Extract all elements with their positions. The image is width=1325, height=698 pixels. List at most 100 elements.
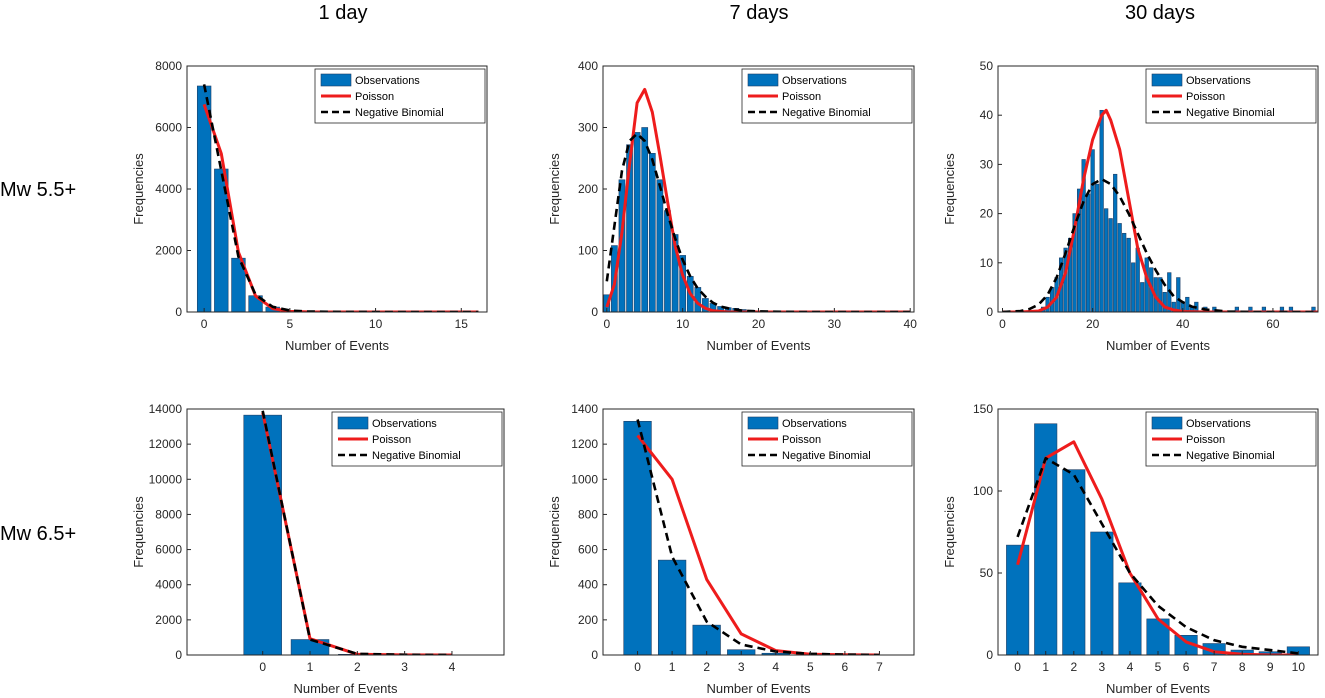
axes-frame xyxy=(997,65,1319,313)
legend-label: Negative Binomial xyxy=(782,450,871,462)
bar xyxy=(1126,237,1131,312)
x-tick-label: 3 xyxy=(1099,660,1106,674)
x-tick-label: 8 xyxy=(1239,660,1246,674)
bar xyxy=(664,210,671,312)
y-tick-label: 2000 xyxy=(155,613,182,627)
y-tick-label: 150 xyxy=(973,402,993,416)
x-tick-label: 0 xyxy=(259,660,266,674)
legend: Observations Poisson Negative Binomial xyxy=(314,68,486,124)
x-tick-label: 5 xyxy=(1155,660,1162,674)
y-tick-label: 4000 xyxy=(155,182,182,196)
y-axis-label: Frequencies xyxy=(942,153,957,225)
legend-label: Negative Binomial xyxy=(782,107,871,119)
y-tick-label: 600 xyxy=(578,543,598,557)
y-tick-label: 50 xyxy=(980,59,994,73)
x-tick-label: 10 xyxy=(676,317,690,331)
x-tick-label: 2 xyxy=(1070,660,1077,674)
y-tick-label: 200 xyxy=(578,613,598,627)
x-tick-label: 30 xyxy=(828,317,842,331)
column-title-7-days: 7 days xyxy=(730,2,789,24)
y-tick-label: 40 xyxy=(980,108,994,122)
y-tick-label: 8000 xyxy=(155,507,182,521)
x-tick-label: 6 xyxy=(842,660,849,674)
x-tick-label: 1 xyxy=(669,660,676,674)
legend-label: Observations xyxy=(1186,418,1251,430)
y-axis-label: Frequencies xyxy=(131,496,146,568)
bar xyxy=(1090,531,1114,655)
x-tick-label: 40 xyxy=(904,317,918,331)
y-tick-label: 400 xyxy=(578,59,598,73)
x-tick-label: 4 xyxy=(772,660,779,674)
legend-label: Observations xyxy=(355,75,420,87)
x-axis-label: Number of Events xyxy=(1106,338,1211,353)
y-tick-label: 100 xyxy=(973,484,993,498)
poisson-line xyxy=(605,87,911,312)
legend: Observations Poisson Negative Binomial xyxy=(1145,411,1317,467)
y-tick-label: 0 xyxy=(986,648,993,662)
bar xyxy=(1140,282,1145,312)
x-tick-label: 0 xyxy=(999,317,1006,331)
bar xyxy=(641,127,649,312)
legend-label: Observations xyxy=(782,418,847,430)
y-axis-label: Frequencies xyxy=(547,153,562,225)
y-tick-label: 6000 xyxy=(155,543,182,557)
legend-label: Observations xyxy=(1186,75,1251,87)
chart-panel-4: 0 1 2 3 4 0 2000 4000 6000 8000 10000 12000 14000 Num… xyxy=(131,402,505,696)
y-tick-label: 50 xyxy=(980,566,994,580)
x-tick-label: 1 xyxy=(1042,660,1049,674)
x-tick-label: 0 xyxy=(201,317,208,331)
line-series xyxy=(605,87,911,312)
legend-label: Poisson xyxy=(782,434,821,446)
x-tick-label: 9 xyxy=(1267,660,1274,674)
legend-label: Negative Binomial xyxy=(1186,107,1275,119)
bar xyxy=(1072,213,1077,312)
bar xyxy=(626,144,633,312)
bar xyxy=(231,257,246,312)
bar xyxy=(1081,159,1086,312)
bar xyxy=(1171,301,1176,312)
x-tick-label: 15 xyxy=(455,317,469,331)
x-axis-label: Number of Events xyxy=(706,681,811,696)
legend-swatch-observations xyxy=(747,73,779,87)
x-tick-label: 60 xyxy=(1266,317,1280,331)
y-tick-label: 0 xyxy=(591,305,598,319)
axes-frame xyxy=(602,408,915,656)
legend-label: Poisson xyxy=(372,434,411,446)
y-tick-label: 1000 xyxy=(571,472,598,486)
legend: Observations Poisson Negative Binomial xyxy=(331,411,503,467)
bar xyxy=(1077,188,1082,312)
x-tick-label: 10 xyxy=(1292,660,1306,674)
x-tick-label: 2 xyxy=(703,660,710,674)
x-tick-label: 6 xyxy=(1183,660,1190,674)
x-tick-label: 0 xyxy=(603,317,610,331)
bar-series-observations xyxy=(243,414,377,655)
x-tick-label: 5 xyxy=(287,317,294,331)
x-tick-label: 20 xyxy=(752,317,766,331)
chart-panel-3: 0 20 40 60 0 10 20 30 40 50 Number of Events Freque… xyxy=(942,59,1319,353)
y-tick-label: 20 xyxy=(980,207,994,221)
negative-binomial-line xyxy=(636,419,880,655)
legend: Observations Poisson Negative Binomial xyxy=(1145,68,1317,124)
x-axis-label: Number of Events xyxy=(706,338,811,353)
bar xyxy=(1122,232,1127,312)
x-tick-label: 20 xyxy=(1086,317,1100,331)
bar xyxy=(1062,469,1086,655)
bar xyxy=(657,559,687,655)
y-tick-label: 100 xyxy=(578,244,598,258)
bar xyxy=(1108,218,1113,312)
bar xyxy=(243,414,282,655)
y-tick-label: 0 xyxy=(986,305,993,319)
column-title-1-day: 1 day xyxy=(319,2,368,24)
legend-label: Negative Binomial xyxy=(1186,450,1275,462)
bar xyxy=(1144,257,1149,312)
y-tick-label: 10 xyxy=(980,256,994,270)
chart-panel-1: 0 5 10 15 0 2000 4000 6000 8000 Number of Events F… xyxy=(131,59,488,353)
row-label-mw65: Mw 6.5+ xyxy=(0,523,76,545)
column-title-30-days: 30 days xyxy=(1125,2,1195,24)
bar xyxy=(1099,109,1104,312)
x-tick-label: 7 xyxy=(1211,660,1218,674)
x-tick-label: 5 xyxy=(807,660,814,674)
bar xyxy=(1086,193,1091,312)
